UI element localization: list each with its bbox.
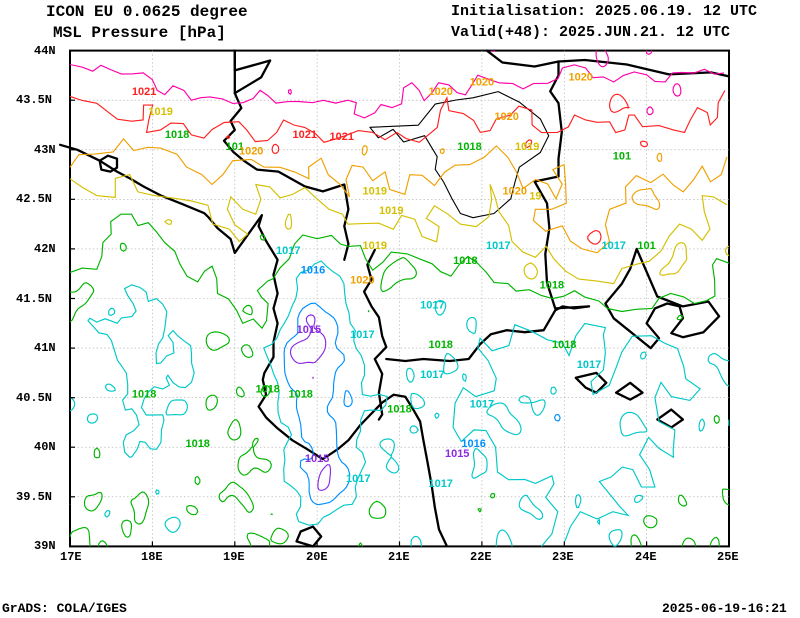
svg-text:1020: 1020 (350, 275, 374, 287)
svg-text:1016: 1016 (461, 438, 485, 450)
svg-text:1018: 1018 (132, 389, 156, 401)
svg-text:1020: 1020 (503, 185, 527, 197)
svg-text:1018: 1018 (453, 255, 477, 267)
svg-text:1021: 1021 (132, 86, 156, 98)
svg-text:1017: 1017 (486, 240, 510, 252)
svg-text:1017: 1017 (350, 329, 374, 341)
svg-text:1017: 1017 (420, 369, 444, 381)
svg-text:1017: 1017 (601, 240, 625, 252)
svg-text:1017: 1017 (428, 478, 452, 490)
svg-text:1018: 1018 (185, 438, 209, 450)
svg-text:1018: 1018 (552, 339, 576, 351)
svg-text:1017: 1017 (470, 399, 494, 411)
svg-text:1018: 1018 (457, 141, 481, 153)
svg-text:1020: 1020 (568, 71, 592, 83)
svg-text:1017: 1017 (420, 299, 444, 311)
svg-text:1020: 1020 (239, 146, 263, 158)
svg-text:1021: 1021 (293, 129, 317, 141)
svg-text:1019: 1019 (148, 106, 172, 118)
svg-text:1019: 1019 (363, 240, 387, 252)
svg-text:1017: 1017 (276, 245, 300, 257)
svg-text:101: 101 (613, 151, 631, 163)
svg-text:1017: 1017 (346, 473, 370, 485)
svg-text:1019: 1019 (379, 205, 403, 217)
svg-text:1018: 1018 (387, 404, 411, 416)
svg-text:1015: 1015 (305, 453, 329, 465)
svg-text:1018: 1018 (255, 384, 279, 396)
svg-text:1018: 1018 (288, 389, 312, 401)
svg-text:1018: 1018 (428, 339, 452, 351)
svg-text:101: 101 (637, 240, 655, 252)
svg-text:1020: 1020 (494, 111, 518, 123)
svg-text:1020: 1020 (428, 86, 452, 98)
svg-text:1019: 1019 (363, 185, 387, 197)
svg-text:1019: 1019 (515, 141, 539, 153)
svg-text:1018: 1018 (165, 129, 189, 141)
svg-text:1020: 1020 (470, 76, 494, 88)
svg-text:1018: 1018 (540, 280, 564, 292)
svg-text:1021: 1021 (330, 131, 354, 143)
svg-text:19: 19 (529, 190, 541, 202)
svg-text:1015: 1015 (297, 324, 321, 336)
svg-text:1017: 1017 (577, 359, 601, 371)
svg-text:1016: 1016 (301, 265, 325, 277)
